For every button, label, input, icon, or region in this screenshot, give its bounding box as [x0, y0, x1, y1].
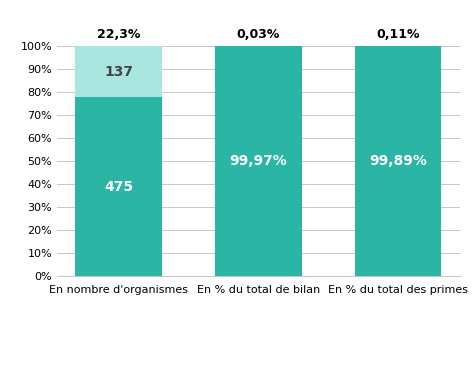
Text: 137: 137 — [104, 65, 133, 79]
Text: 99,89%: 99,89% — [369, 154, 427, 169]
Text: 475: 475 — [104, 180, 133, 194]
Bar — [215, 46, 301, 276]
Text: 22,3%: 22,3% — [97, 28, 140, 41]
Text: 99,97%: 99,97% — [229, 154, 287, 168]
Text: 0,11%: 0,11% — [376, 28, 420, 41]
Bar — [75, 98, 162, 276]
Bar — [355, 46, 441, 276]
Text: 0,03%: 0,03% — [237, 28, 280, 41]
Bar — [75, 46, 162, 98]
